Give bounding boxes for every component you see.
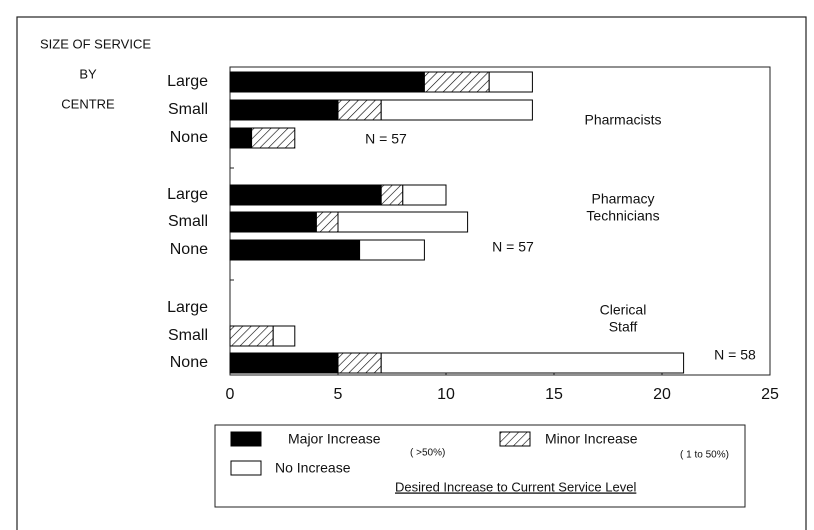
bar-segment [229, 211, 317, 233]
group-label: Pharmacy [591, 191, 654, 207]
y-tick-label: Large [167, 186, 208, 203]
bar-segment [229, 352, 339, 374]
group-label: Staff [609, 319, 638, 335]
bar-segment [315, 211, 339, 233]
y-tick-label: Small [168, 101, 208, 118]
legend-label: Major Increase [288, 431, 381, 447]
legend-box [214, 424, 746, 508]
legend-note: ( 1 to 50%) [680, 450, 729, 461]
y-tick-label: None [170, 354, 208, 371]
y-tick-label: Small [168, 213, 208, 230]
x-tick-label: 20 [653, 386, 671, 403]
bar-segment [337, 352, 382, 374]
bar-segment [337, 211, 469, 233]
legend-swatch [499, 431, 531, 447]
group-label: Pharmacists [584, 112, 661, 128]
bar-segment [229, 99, 339, 121]
group-label: Technicians [586, 208, 659, 224]
x-tick-label: 10 [437, 386, 455, 403]
x-tick-label: 5 [334, 386, 343, 403]
bar-segment [380, 184, 404, 206]
bar-segment [380, 99, 533, 121]
header-text: SIZE OF SERVICE [40, 36, 151, 51]
x-tick-label: 0 [226, 386, 235, 403]
header-text: CENTRE [61, 96, 115, 111]
bar-segment [272, 325, 296, 347]
y-tick-label: None [170, 129, 208, 146]
bar-segment [229, 127, 253, 149]
bar-segment [423, 71, 490, 93]
bar-segment [229, 325, 274, 347]
bar-segment [402, 184, 447, 206]
y-tick-label: Small [168, 327, 208, 344]
bar-segment [251, 127, 296, 149]
legend-label: Minor Increase [545, 431, 638, 447]
bar-segment [488, 71, 533, 93]
bar-segment [229, 71, 425, 93]
x-tick-label: 25 [761, 386, 779, 403]
group-label: Clerical [600, 302, 647, 318]
bar-segment [337, 99, 382, 121]
y-tick-label: Large [167, 73, 208, 90]
x-axis-label: Desired Increase to Current Service Leve… [395, 479, 636, 494]
legend-swatch [230, 431, 262, 447]
bar-segment [380, 352, 685, 374]
y-tick-label: None [170, 241, 208, 258]
y-tick-label: Large [167, 299, 208, 316]
legend-swatch [230, 460, 262, 476]
group-note: N = 57 [365, 131, 407, 147]
frame [16, 16, 807, 530]
bar-segment [359, 239, 425, 261]
x-tick-label: 15 [545, 386, 563, 403]
header-text: BY [79, 66, 97, 81]
legend-note: ( >50%) [410, 448, 445, 459]
bar-segment [229, 184, 382, 206]
group-note: N = 57 [492, 239, 534, 255]
group-note: N = 58 [714, 347, 756, 363]
legend-label: No Increase [275, 460, 351, 476]
bar-segment [229, 239, 361, 261]
